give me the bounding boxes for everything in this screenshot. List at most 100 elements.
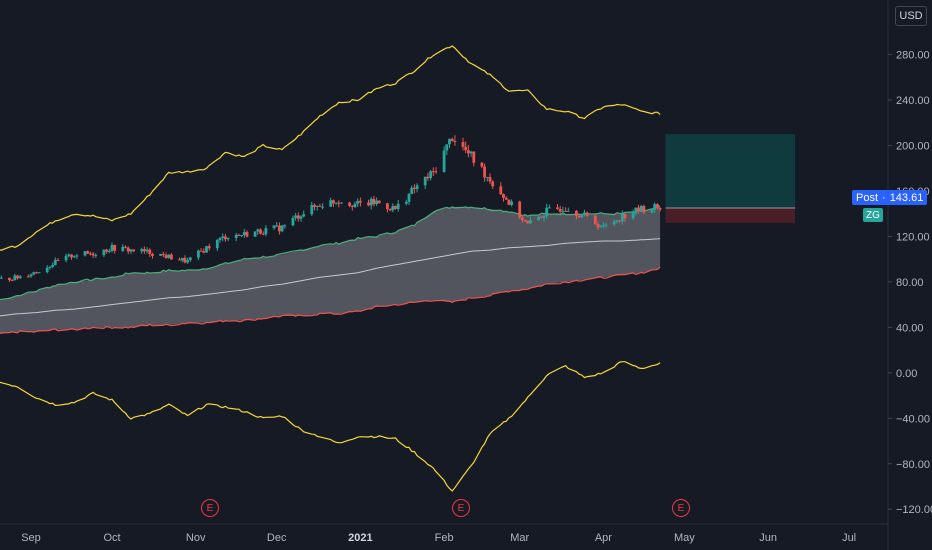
candle-93 <box>350 205 354 211</box>
candle-110 <box>413 184 416 194</box>
x-tick-label-1: Oct <box>103 532 120 544</box>
earnings-marker-nov[interactable]: E <box>201 499 219 517</box>
candle-132 <box>499 182 503 196</box>
candle-145 <box>545 203 549 219</box>
candle-95 <box>356 198 360 207</box>
candle-5 <box>16 274 19 280</box>
candle-123 <box>464 141 468 154</box>
candle-81 <box>302 210 306 218</box>
candle-126 <box>472 151 476 167</box>
candle-68 <box>256 228 260 235</box>
candle-103 <box>388 208 392 212</box>
time-scale[interactable]: Sep Oct Nov Dec 2021 Feb Mar Apr May Jun Jul <box>21 532 856 544</box>
candle-165 <box>620 210 624 225</box>
earnings-marker-may[interactable]: E <box>672 499 690 517</box>
candle-62 <box>234 232 238 242</box>
candle-49 <box>183 255 187 264</box>
candle-108 <box>407 192 411 205</box>
candle-28 <box>105 248 108 254</box>
candle-149 <box>561 206 565 216</box>
post-label: Post <box>856 191 879 204</box>
y-tick-label-5: 80.00 <box>896 277 924 289</box>
candle-19 <box>70 254 73 260</box>
candle-150 <box>564 207 567 212</box>
candle-114 <box>429 169 432 181</box>
candle-29 <box>107 248 111 254</box>
post-price-value: 143.61 <box>889 191 924 204</box>
candle-101 <box>377 200 381 204</box>
candle-117 <box>442 146 446 173</box>
candle-2 <box>8 277 11 282</box>
candle-144 <box>542 214 546 222</box>
candle-33 <box>124 245 127 249</box>
candle-10 <box>35 271 38 274</box>
candle-23 <box>86 250 90 254</box>
candle-9 <box>32 271 36 276</box>
target-zone[interactable] <box>665 134 796 209</box>
candle-161 <box>604 223 608 229</box>
candle-111 <box>415 183 419 193</box>
earnings-marker-feb[interactable]: E <box>452 499 470 517</box>
candle-92 <box>348 201 351 208</box>
currency-button[interactable]: USD <box>895 6 927 26</box>
x-tick-label-7: Apr <box>595 532 612 544</box>
candle-136 <box>510 199 513 207</box>
x-tick-label-4: 2021 <box>348 532 372 544</box>
candle-16 <box>56 258 60 261</box>
candle-106 <box>396 199 400 212</box>
candle-61 <box>226 237 230 242</box>
y-tick-label-6: 120.00 <box>896 231 930 243</box>
candle-107 <box>404 199 408 206</box>
stop-zone[interactable] <box>665 208 796 223</box>
candle-58 <box>218 237 222 243</box>
candle-99 <box>372 195 376 207</box>
candle-52 <box>197 249 200 261</box>
upper-envelope-line <box>0 45 661 251</box>
candle-171 <box>642 204 646 215</box>
candle-38 <box>143 246 146 254</box>
candle-78 <box>294 212 297 221</box>
candle-157 <box>593 213 597 226</box>
candle-25 <box>91 251 95 259</box>
candle-94 <box>353 201 357 208</box>
candle-148 <box>558 205 562 215</box>
candle-84 <box>315 205 319 211</box>
position-zones[interactable] <box>665 134 796 223</box>
candle-120 <box>450 137 454 142</box>
candle-69 <box>259 228 262 235</box>
candle-37 <box>140 247 144 254</box>
candle-170 <box>639 204 643 212</box>
candle-102 <box>386 202 389 213</box>
candle-76 <box>283 224 287 229</box>
band-fill <box>0 206 661 335</box>
candle-63 <box>237 233 241 236</box>
candle-139 <box>523 219 527 222</box>
candle-8 <box>29 273 33 279</box>
candle-133 <box>502 193 505 202</box>
candle-134 <box>504 196 508 200</box>
candle-154 <box>580 213 584 219</box>
candle-74 <box>278 222 281 235</box>
candle-11 <box>37 272 41 274</box>
candle-129 <box>485 176 489 182</box>
candle-105 <box>394 205 397 210</box>
candle-158 <box>596 221 600 230</box>
candle-21 <box>75 253 79 259</box>
candle-6 <box>18 275 22 279</box>
candle-51 <box>188 256 192 262</box>
candle-54 <box>202 248 206 254</box>
candle-60 <box>224 233 227 242</box>
candle-96 <box>359 197 362 207</box>
candle-64 <box>240 235 243 238</box>
candle-32 <box>121 244 125 252</box>
price-scale[interactable]: −120.00 −80.00 −40.00 0.00 40.00 80.00 120.00 1… <box>888 50 932 517</box>
candle-44 <box>164 252 168 259</box>
x-tick-label-8: May <box>674 532 695 544</box>
candle-75 <box>280 224 284 233</box>
candle-82 <box>310 201 314 216</box>
candle-121 <box>453 135 457 146</box>
candle-34 <box>126 246 130 255</box>
candle-172 <box>650 208 654 214</box>
candle-166 <box>623 213 627 223</box>
